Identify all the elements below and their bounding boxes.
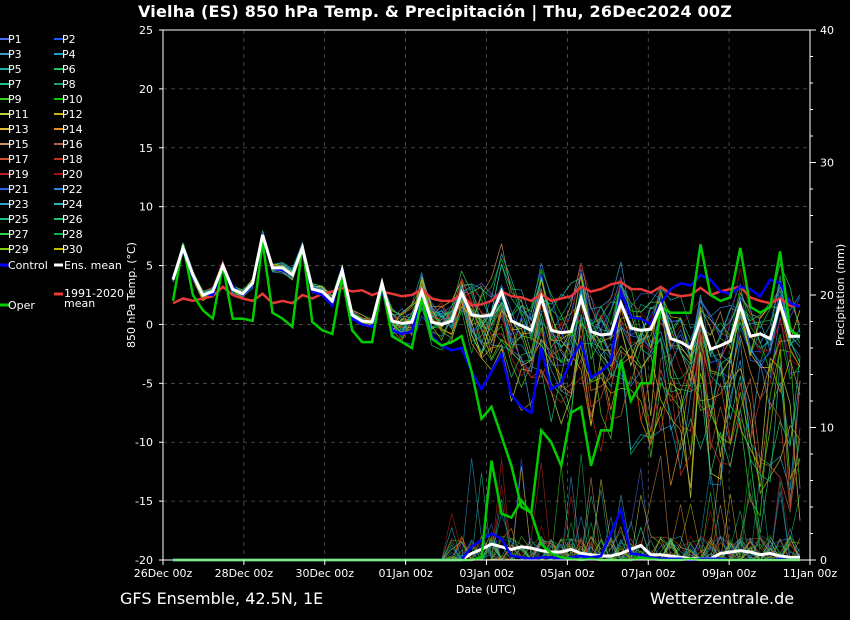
y-tick-label: 0 xyxy=(146,318,153,331)
y-tick-label: 20 xyxy=(139,83,153,96)
legend-item-p7: P7 xyxy=(8,78,22,91)
legend-item-p11: P11 xyxy=(8,108,29,121)
y-tick-label: -15 xyxy=(135,495,153,508)
x-tick-label: 28Dec 00z xyxy=(215,567,274,580)
legend-item-p13: P13 xyxy=(8,123,29,136)
member-line xyxy=(172,233,801,368)
legend-item-climate-mean: 1991-2020 xyxy=(64,287,124,300)
y-tick-label: -20 xyxy=(135,554,153,567)
x-tick-label: 11Jan 00z xyxy=(783,567,837,580)
legend-item-p16: P16 xyxy=(62,138,83,151)
legend-item-p18: P18 xyxy=(62,153,83,166)
y-tick-label: 5 xyxy=(146,260,153,273)
legend-item-p27: P27 xyxy=(8,228,29,241)
x-tick-label: 30Dec 00z xyxy=(295,567,354,580)
footer-model-info: GFS Ensemble, 42.5N, 1E xyxy=(120,589,324,608)
legend-item-p23: P23 xyxy=(8,198,29,211)
temp-line-ens-mean xyxy=(171,234,800,352)
y-axis-label: 850 hPa Temp. (°C) xyxy=(125,242,138,348)
x-tick-label: 05Jan 00z xyxy=(540,567,594,580)
x-axis-label: Date (UTC) xyxy=(456,583,516,596)
legend-item-p2: P2 xyxy=(62,33,76,46)
y-tick-label: -5 xyxy=(142,377,153,390)
legend-item-p19: P19 xyxy=(8,168,29,181)
legend-item-p26: P26 xyxy=(62,213,83,226)
legend-item-p12: P12 xyxy=(62,108,83,121)
legend-item-p24: P24 xyxy=(62,198,83,211)
x-tick-label: 09Jan 00z xyxy=(702,567,756,580)
legend-item-p29: P29 xyxy=(8,243,29,256)
legend-item-p10: P10 xyxy=(62,93,83,106)
temp-line-1991-2020-mean xyxy=(172,280,800,307)
legend-item-p15: P15 xyxy=(8,138,29,151)
y-tick-label: -10 xyxy=(135,436,153,449)
y2-tick-label: 0 xyxy=(820,554,827,567)
legend-item-p28: P28 xyxy=(62,228,83,241)
y2-tick-label: 10 xyxy=(820,422,834,435)
y2-tick-label: 30 xyxy=(820,157,834,170)
x-tick-label: 26Dec 00z xyxy=(134,567,193,580)
legend-item-p8: P8 xyxy=(62,78,76,91)
legend-item-p4: P4 xyxy=(62,48,76,61)
axes: 25 20 15 10 5 0 -5 -10 -15 -20 40 30 20 10 0 26Dec 00z 2… xyxy=(134,24,838,580)
legend-item-p17: P17 xyxy=(8,153,29,166)
legend: P1 P2 P3 P4 P5 P6 P7 P8 P9 P10 P11 P12 P13 P14 P15 P16 P… xyxy=(0,33,124,312)
legend-item-p30: P30 xyxy=(62,243,83,256)
legend-item-p20: P20 xyxy=(62,168,83,181)
legend-item-climate-mean-2: mean xyxy=(64,297,95,310)
y2-axis-label: Precipitation (mm) xyxy=(834,244,847,346)
x-tick-label: 01Jan 00z xyxy=(379,567,433,580)
legend-item-ens-mean: Ens. mean xyxy=(64,259,122,272)
y-tick-label: 15 xyxy=(139,142,153,155)
legend-item-control: Control xyxy=(8,259,48,272)
legend-item-p14: P14 xyxy=(62,123,83,136)
legend-item-p1: P1 xyxy=(8,33,22,46)
y2-tick-label: 40 xyxy=(820,24,834,37)
legend-item-p9: P9 xyxy=(8,93,22,106)
legend-item-p5: P5 xyxy=(8,63,22,76)
x-tick-label: 03Jan 00z xyxy=(459,567,513,580)
legend-item-p25: P25 xyxy=(8,213,29,226)
y2-tick-label: 20 xyxy=(820,289,834,302)
legend-item-p22: P22 xyxy=(62,183,83,196)
legend-item-p21: P21 xyxy=(8,183,29,196)
member-line xyxy=(172,236,801,366)
footer-source: Wetterzentrale.de xyxy=(650,589,795,608)
y-tick-label: 10 xyxy=(139,201,153,214)
temp-line-oper xyxy=(171,241,801,515)
legend-item-oper: Oper xyxy=(8,299,35,312)
member-line xyxy=(172,231,801,369)
x-tick-label: 07Jan 00z xyxy=(621,567,675,580)
legend-item-p3: P3 xyxy=(8,48,22,61)
legend-item-p6: P6 xyxy=(62,63,76,76)
y-tick-label: 25 xyxy=(139,24,153,37)
chart-title: Vielha (ES) 850 hPa Temp. & Precipitació… xyxy=(137,2,733,21)
